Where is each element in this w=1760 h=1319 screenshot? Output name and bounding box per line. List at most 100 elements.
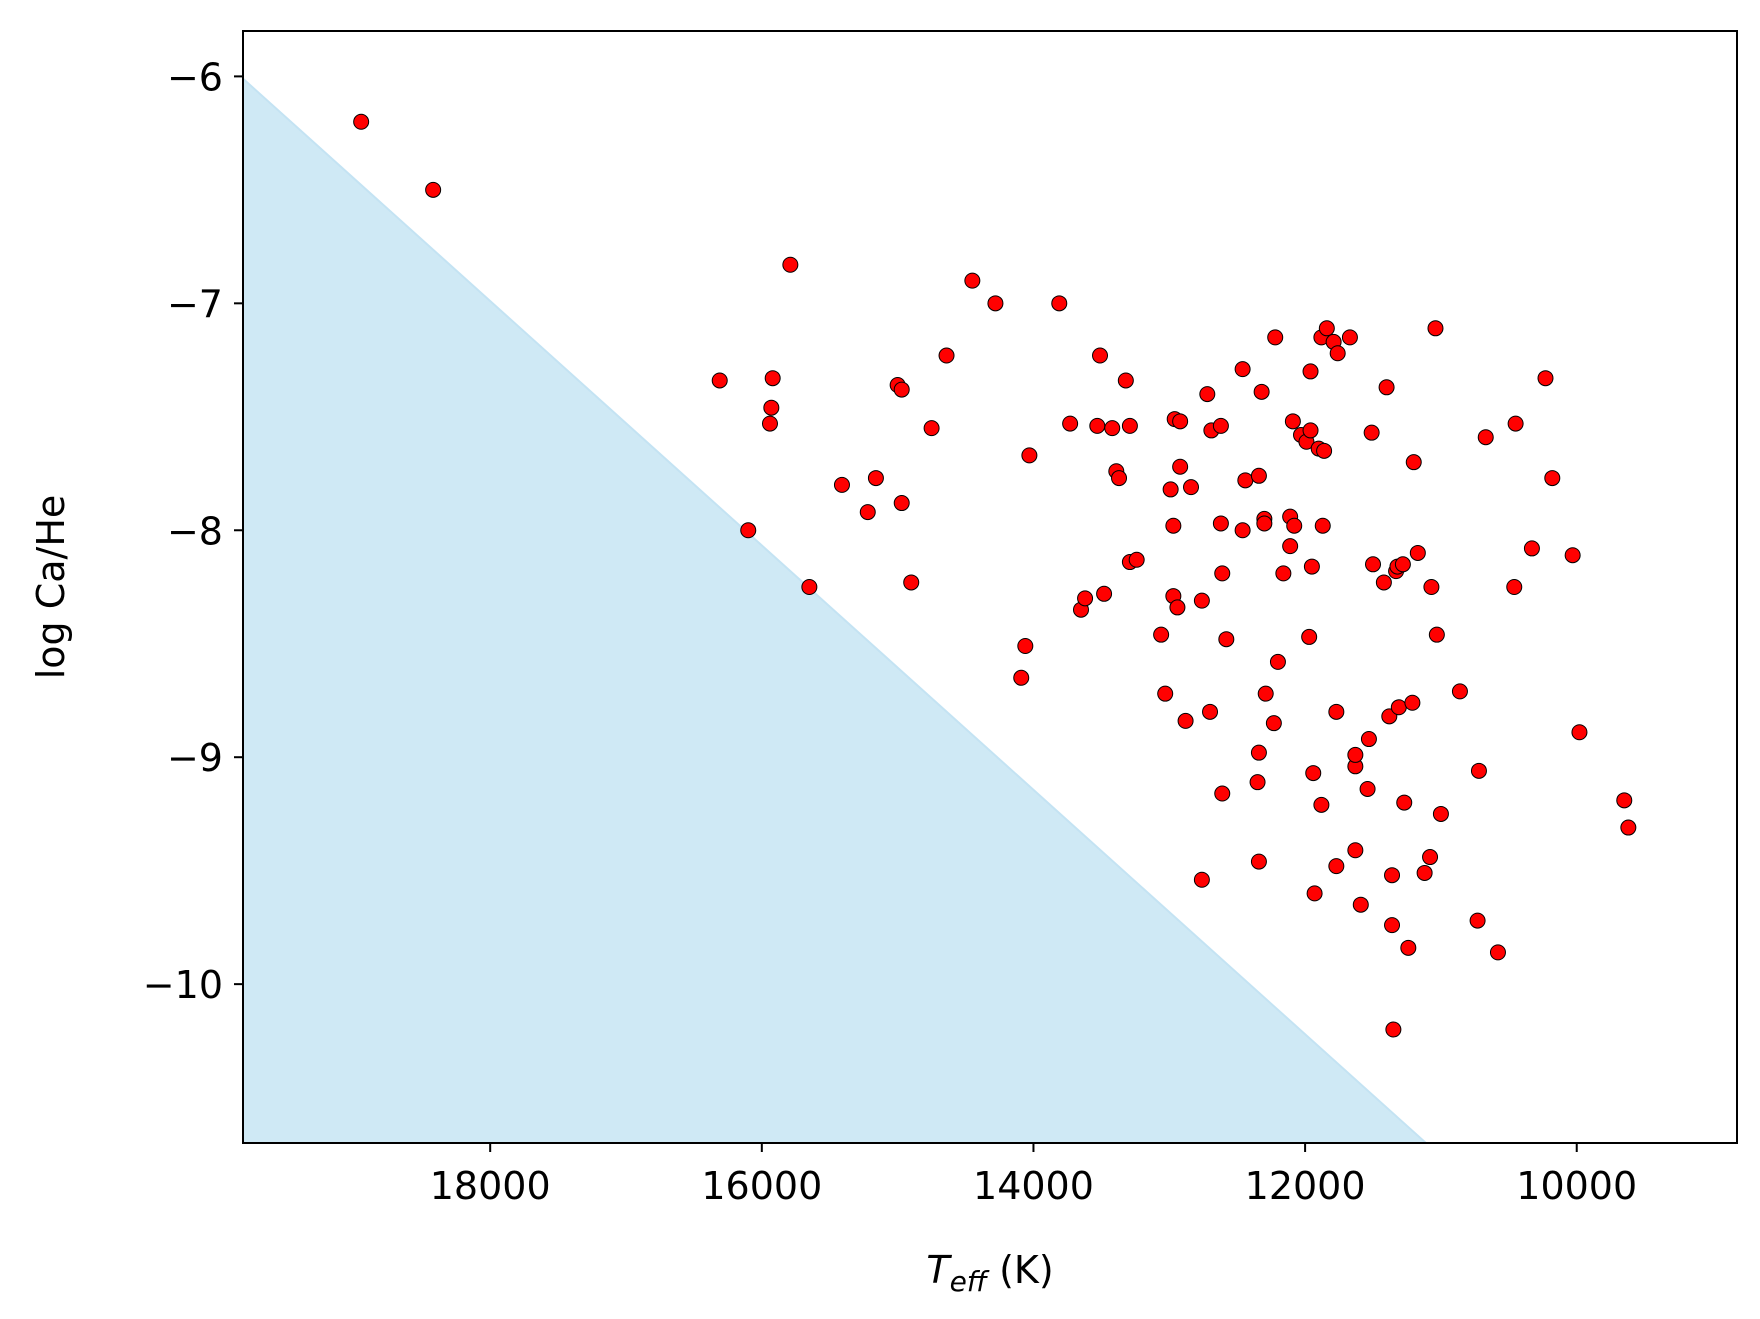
data-point (1284, 413, 1301, 430)
data-point (1265, 715, 1282, 732)
data-point (764, 370, 781, 387)
data-point (782, 256, 799, 273)
data-point (1314, 517, 1331, 534)
data-point (1077, 590, 1094, 607)
data-point (1128, 551, 1145, 568)
data-point (1306, 885, 1323, 902)
x-axis: 18000 16000 14000 12000 10000 (430, 1143, 1637, 1208)
data-point (1394, 556, 1411, 573)
y-tick-label: −8 (167, 509, 223, 553)
x-axis-label: Teff (K) (926, 1248, 1053, 1298)
data-point (1193, 871, 1210, 888)
data-point (1202, 703, 1219, 720)
data-point (1427, 320, 1444, 337)
data-point (1313, 796, 1330, 813)
data-point (1267, 329, 1284, 346)
data-point (1469, 912, 1486, 929)
data-point (1375, 574, 1392, 591)
data-point (1199, 386, 1216, 403)
y-axis-label: log Ca/He (29, 495, 73, 680)
data-point (1405, 454, 1422, 471)
data-point (833, 476, 850, 493)
x-tick-label: 10000 (1516, 1164, 1637, 1208)
data-point (1428, 626, 1445, 643)
data-point (1303, 558, 1320, 575)
data-point (711, 372, 728, 389)
data-point (1153, 626, 1170, 643)
data-point (1489, 944, 1506, 961)
data-point (1089, 417, 1106, 434)
data-point (1302, 422, 1319, 439)
data-point (1537, 370, 1554, 387)
y-tick-label: −6 (167, 55, 223, 99)
data-point (867, 470, 884, 487)
data-point (893, 495, 910, 512)
data-point (859, 504, 876, 521)
data-point (923, 420, 940, 437)
data-point (1286, 517, 1303, 534)
data-point (1111, 470, 1128, 487)
data-point (1013, 669, 1030, 686)
data-point (1237, 472, 1254, 489)
data-point (1347, 842, 1364, 859)
data-point (1329, 345, 1346, 362)
data-point (1328, 703, 1345, 720)
data-point (1062, 415, 1079, 432)
data-point (1172, 413, 1189, 430)
data-point (761, 415, 778, 432)
data-point (1250, 467, 1267, 484)
data-point (1121, 417, 1138, 434)
data-point (1269, 653, 1286, 670)
data-point (1396, 794, 1413, 811)
data-point (1096, 585, 1113, 602)
data-point (1571, 724, 1588, 741)
data-point (1249, 774, 1266, 791)
data-point (1256, 515, 1273, 532)
data-point (1564, 547, 1581, 564)
data-point (1212, 417, 1229, 434)
x-tick-label: 16000 (701, 1164, 822, 1208)
plot-frame (242, 30, 1738, 1144)
data-point (1214, 785, 1231, 802)
data-point (1234, 361, 1251, 378)
data-point (1400, 939, 1417, 956)
data-point (1390, 699, 1407, 716)
data-point (1275, 565, 1292, 582)
data-point (801, 579, 818, 595)
data-point (1620, 819, 1637, 836)
data-point (1172, 458, 1189, 475)
data-point (903, 574, 920, 591)
data-point (1506, 579, 1523, 595)
data-point (1305, 765, 1322, 782)
data-point (1117, 372, 1134, 389)
data-point (1051, 295, 1068, 312)
data-point (1416, 864, 1433, 881)
data-point (1384, 917, 1401, 934)
data-point (1234, 522, 1251, 539)
data-point (1507, 415, 1524, 432)
data-point (1341, 329, 1358, 346)
data-point (1162, 481, 1179, 498)
data-point (964, 272, 981, 289)
data-point (1250, 853, 1267, 870)
data-point (1470, 762, 1487, 779)
data-point (1360, 731, 1377, 748)
data-point (1212, 515, 1229, 532)
data-point (1253, 383, 1270, 400)
y-axis: −6 −7 −8 −9 −10 (143, 55, 243, 1007)
data-point (1523, 540, 1540, 557)
data-point (1301, 628, 1318, 645)
data-point (1352, 896, 1369, 913)
data-point (1328, 858, 1345, 875)
data-point (1359, 780, 1376, 797)
data-point (1409, 544, 1426, 561)
data-point (1282, 538, 1299, 555)
data-point (353, 113, 370, 130)
data-point (1104, 420, 1121, 437)
data-point (893, 381, 910, 398)
data-point (763, 399, 780, 416)
x-tick-label: 14000 (973, 1164, 1094, 1208)
data-point (1193, 592, 1210, 609)
data-point (1177, 712, 1194, 729)
